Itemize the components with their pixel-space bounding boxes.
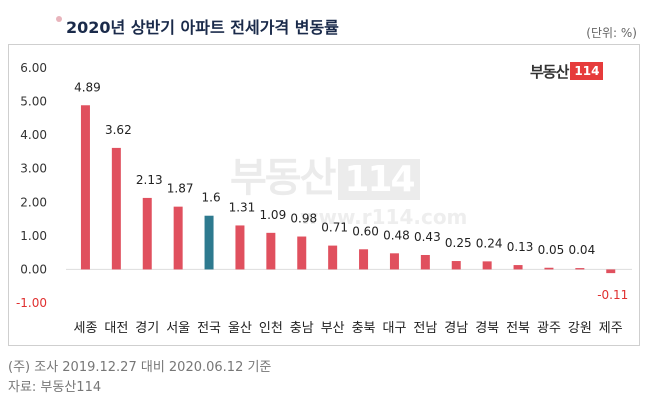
- watermark-num: 114: [338, 159, 420, 200]
- bar-value-label: 0.98: [290, 212, 317, 226]
- bar-value-label: -0.11: [597, 288, 628, 302]
- bar-경북: [482, 261, 492, 270]
- watermark-url: www.r114.com: [300, 205, 468, 229]
- bar-서울: [173, 206, 183, 270]
- y-tick-label: 5.00: [20, 95, 47, 109]
- bar-value-label: 1.6: [202, 191, 221, 205]
- x-tick-label: 대구: [382, 321, 406, 336]
- bar-부산: [328, 245, 338, 270]
- x-tick-label: 울산: [228, 321, 252, 336]
- bar-value-label: 1.31: [229, 200, 256, 214]
- x-tick-label: 전국: [197, 321, 221, 336]
- bar-value-label: 0.04: [568, 243, 595, 257]
- watermark: 부동산 114: [230, 145, 420, 203]
- bar-강원: [575, 268, 585, 270]
- chart-title-bar: 2020년 상반기 아파트 전세가격 변동률: [56, 14, 339, 38]
- title-marker: [56, 16, 62, 22]
- bar-광주: [544, 267, 554, 270]
- x-tick-label: 전남: [413, 321, 437, 336]
- x-tick-label: 광주: [537, 321, 561, 336]
- bar-충북: [359, 249, 369, 270]
- y-tick-label: 3.00: [20, 162, 47, 176]
- y-tick-label: 1.00: [20, 229, 47, 243]
- bar-value-label: 0.43: [414, 230, 441, 244]
- x-tick-label: 경북: [475, 321, 499, 336]
- bar-전국: [204, 215, 214, 270]
- x-tick-label: 전북: [506, 321, 530, 336]
- bar-value-label: 4.89: [74, 80, 101, 94]
- y-tick-label: 2.00: [20, 195, 47, 209]
- bar-value-label: 0.60: [352, 224, 379, 238]
- bar-value-label: 1.87: [167, 182, 194, 196]
- bar-제주: [606, 269, 616, 274]
- bar-value-label: 0.24: [476, 236, 503, 250]
- bar-value-label: 1.09: [259, 208, 286, 222]
- footnote-survey: (주) 조사 2019.12.27 대비 2020.06.12 기준: [8, 360, 272, 375]
- y-tick-label: -1.00: [16, 296, 47, 310]
- footnote-source: 자료: 부동산114: [8, 380, 102, 395]
- bar-충남: [297, 236, 307, 270]
- y-tick-label: 4.00: [20, 128, 47, 142]
- unit-label: (단위: %): [586, 26, 637, 40]
- bar-value-label: 0.05: [538, 243, 565, 257]
- y-tick-label: 6.00: [20, 61, 47, 75]
- bar-울산: [235, 225, 245, 270]
- bar-전북: [513, 265, 523, 270]
- bar-전남: [420, 254, 430, 270]
- chart-title: 2020년 상반기 아파트 전세가격 변동률: [66, 18, 339, 37]
- x-tick-label: 인천: [259, 321, 283, 336]
- y-tick-label: 0.00: [20, 262, 47, 276]
- x-tick-label: 경남: [444, 321, 468, 336]
- watermark-text: 부동산: [230, 155, 336, 201]
- bar-value-label: 0.48: [383, 228, 410, 242]
- brand-logo-text: 부동산: [530, 62, 569, 81]
- x-tick-label: 충북: [352, 321, 376, 336]
- bar-경남: [451, 261, 461, 270]
- x-tick-label: 세종: [73, 321, 97, 336]
- x-tick-label: 대전: [104, 321, 128, 336]
- bar-value-label: 0.25: [445, 236, 472, 250]
- bar-value-label: 0.71: [321, 221, 348, 235]
- bar-value-label: 2.13: [136, 173, 163, 187]
- x-tick-label: 서울: [166, 321, 190, 336]
- bar-value-label: 3.62: [105, 123, 132, 137]
- bar-대전: [111, 147, 121, 270]
- x-tick-label: 충남: [290, 321, 314, 336]
- bar-대구: [389, 253, 399, 270]
- x-tick-label: 강원: [568, 321, 592, 336]
- bar-인천: [266, 232, 276, 270]
- bar-value-label: 0.13: [507, 240, 534, 254]
- brand-logo-num: 114: [570, 62, 604, 80]
- bar-세종: [80, 105, 90, 270]
- x-tick-label: 제주: [599, 321, 623, 336]
- bar-경기: [142, 197, 152, 270]
- brand-logo: 부동산 114: [530, 60, 604, 82]
- x-tick-label: 경기: [135, 321, 159, 336]
- x-tick-label: 부산: [321, 321, 345, 336]
